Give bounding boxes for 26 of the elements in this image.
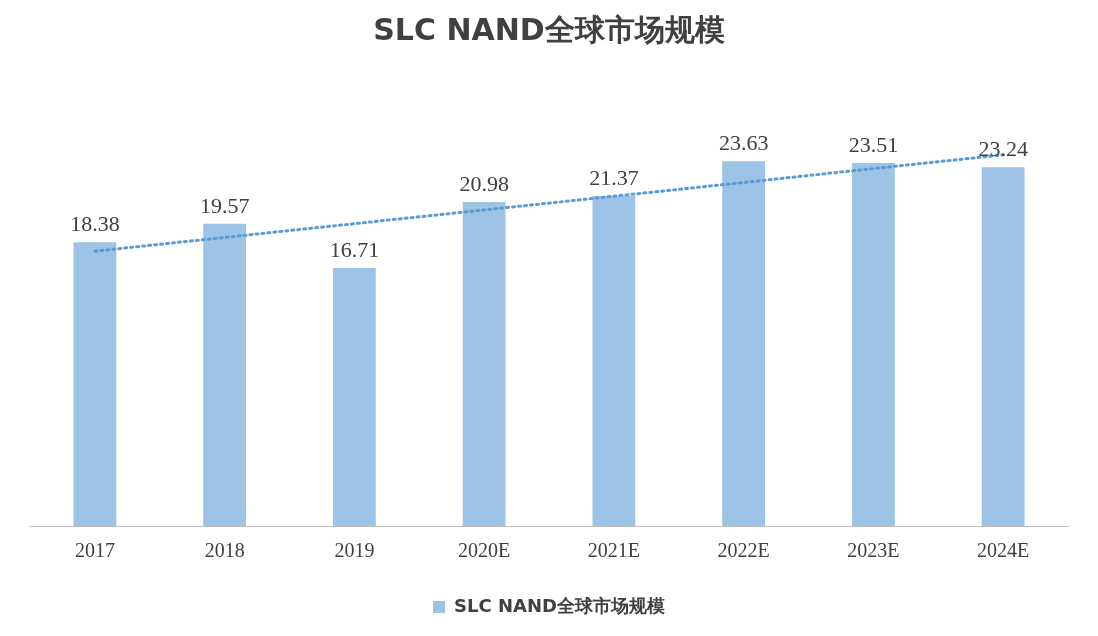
- x-tick-label: 2023E: [847, 539, 900, 562]
- x-tick-label: 2022E: [717, 539, 770, 562]
- bar: [462, 202, 506, 526]
- x-tick-label: 2018: [204, 539, 245, 562]
- bar: [73, 242, 117, 526]
- x-tick-label: 2017: [74, 539, 115, 562]
- data-label: 20.98: [459, 170, 509, 196]
- data-label: 23.24: [978, 135, 1028, 161]
- bar: [332, 268, 376, 526]
- data-label: 23.63: [718, 129, 769, 155]
- data-label: 21.37: [589, 164, 639, 190]
- legend-label: SLC NAND全球市场规模: [454, 594, 665, 616]
- bar: [981, 167, 1025, 526]
- data-label: 16.71: [329, 236, 380, 262]
- bar: [592, 196, 636, 526]
- x-tick-label: 2024E: [977, 539, 1030, 562]
- x-tick-label: 2019: [334, 539, 375, 562]
- data-label: 18.38: [70, 210, 120, 236]
- bar: [851, 163, 895, 526]
- chart-title: SLC NAND全球市场规模: [373, 11, 725, 47]
- data-label: 19.57: [199, 192, 250, 218]
- bar: [722, 161, 766, 526]
- bar: [203, 223, 247, 526]
- x-tick-label: 2020E: [458, 539, 511, 562]
- data-label: 23.51: [848, 131, 899, 157]
- x-tick-label: 2021E: [587, 539, 640, 562]
